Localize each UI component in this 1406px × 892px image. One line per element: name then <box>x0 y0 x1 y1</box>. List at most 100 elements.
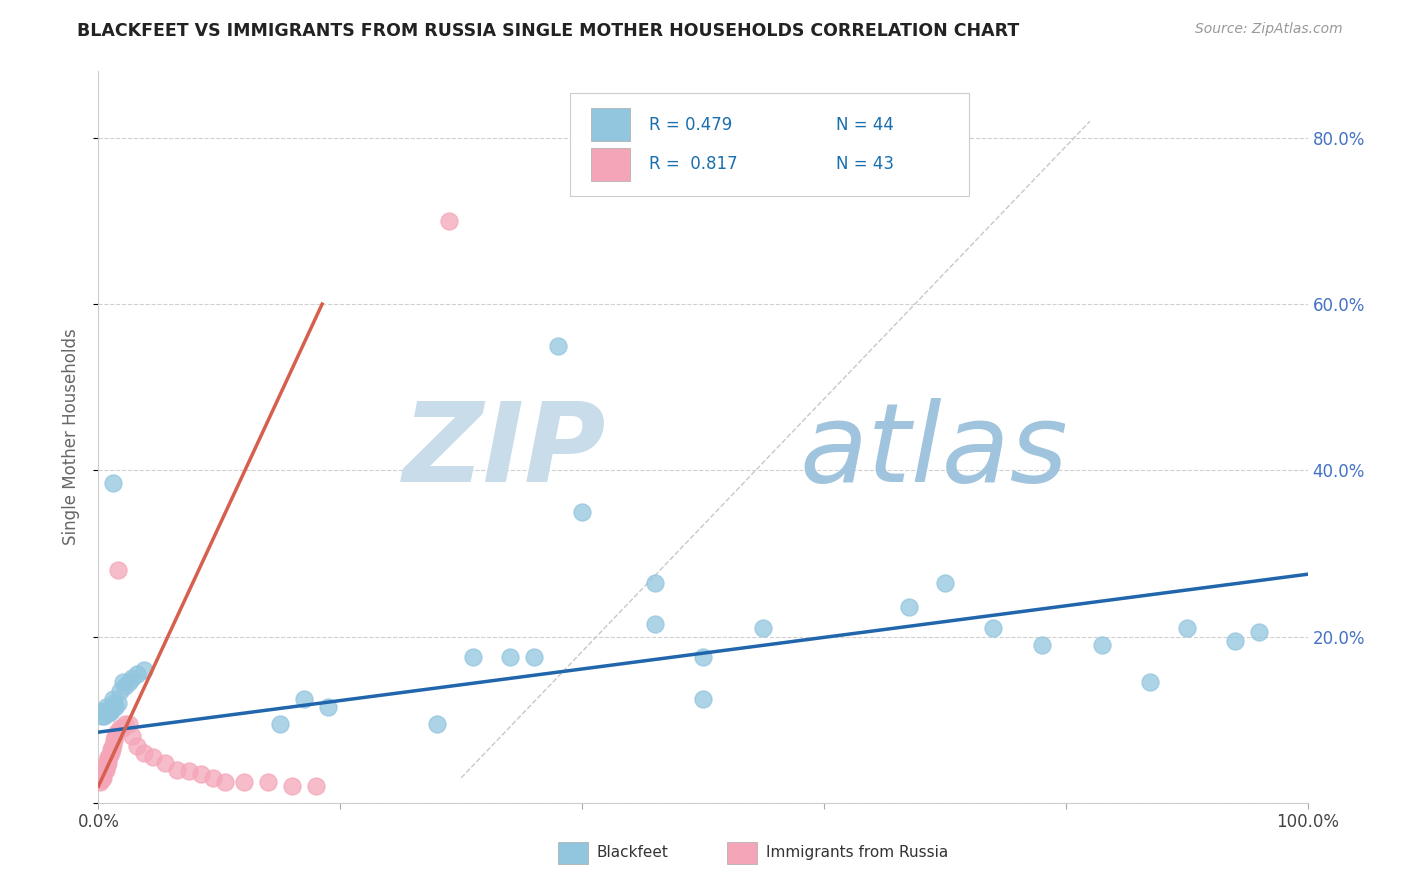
Point <box>498 650 520 665</box>
Point <box>100 705 122 719</box>
Point <box>114 680 136 694</box>
Point <box>127 667 149 681</box>
Point <box>281 779 304 793</box>
Point <box>105 725 128 739</box>
FancyBboxPatch shape <box>569 94 969 195</box>
Point <box>202 771 225 785</box>
Point <box>93 761 115 775</box>
Point <box>93 708 115 723</box>
Point <box>96 754 118 768</box>
Point <box>292 692 315 706</box>
Point <box>97 703 120 717</box>
Point <box>571 505 593 519</box>
Point <box>100 741 122 756</box>
Point <box>100 741 122 756</box>
Point <box>214 775 236 789</box>
Point <box>547 338 569 352</box>
Point <box>692 650 714 665</box>
Point <box>96 706 118 720</box>
Point <box>107 563 129 577</box>
Point <box>111 721 134 735</box>
Point <box>153 756 176 770</box>
Point <box>91 766 114 780</box>
Point <box>897 600 920 615</box>
Point <box>692 692 714 706</box>
Point <box>94 700 117 714</box>
Text: atlas: atlas <box>800 398 1069 505</box>
Point <box>107 696 129 710</box>
Point <box>121 671 143 685</box>
Point <box>121 729 143 743</box>
Point <box>118 716 141 731</box>
Text: N = 44: N = 44 <box>837 116 894 134</box>
Point <box>134 746 156 760</box>
Point <box>134 663 156 677</box>
Point <box>108 721 131 735</box>
Point <box>437 214 460 228</box>
Text: Source: ZipAtlas.com: Source: ZipAtlas.com <box>1195 22 1343 37</box>
Text: ZIP: ZIP <box>402 398 606 505</box>
Point <box>97 750 120 764</box>
Text: BLACKFEET VS IMMIGRANTS FROM RUSSIA SINGLE MOTHER HOUSEHOLDS CORRELATION CHART: BLACKFEET VS IMMIGRANTS FROM RUSSIA SING… <box>77 22 1019 40</box>
Text: Immigrants from Russia: Immigrants from Russia <box>766 845 948 860</box>
Point <box>316 700 339 714</box>
Point <box>426 716 449 731</box>
Point <box>100 700 122 714</box>
Point <box>1139 675 1161 690</box>
Point <box>111 675 134 690</box>
Point <box>118 675 141 690</box>
Point <box>179 764 201 779</box>
Point <box>644 617 666 632</box>
Point <box>101 738 124 752</box>
Point <box>91 771 114 785</box>
Point <box>142 750 165 764</box>
Point <box>98 706 121 720</box>
Text: N = 43: N = 43 <box>837 155 894 173</box>
Text: R =  0.817: R = 0.817 <box>648 155 737 173</box>
Bar <box>591 108 630 141</box>
Point <box>100 746 122 760</box>
Point <box>1175 621 1198 635</box>
Point <box>1223 633 1246 648</box>
Point <box>190 766 212 780</box>
Text: Blackfeet: Blackfeet <box>596 845 668 860</box>
Point <box>127 739 149 754</box>
Point <box>96 758 118 772</box>
Point <box>93 764 115 779</box>
Point <box>97 756 120 770</box>
Point <box>981 621 1004 635</box>
Point <box>934 575 956 590</box>
Point <box>269 716 291 731</box>
Bar <box>727 841 758 863</box>
Point <box>91 763 114 777</box>
Point <box>114 716 136 731</box>
Point <box>101 475 124 490</box>
Point <box>256 775 278 789</box>
Point <box>104 729 127 743</box>
Point <box>752 621 775 635</box>
Point <box>91 705 114 719</box>
Point <box>1091 638 1114 652</box>
Point <box>103 696 125 710</box>
Bar <box>591 148 630 181</box>
Point <box>1031 638 1053 652</box>
Point <box>1249 625 1271 640</box>
Point <box>104 700 127 714</box>
Point <box>91 766 114 780</box>
Point <box>94 758 117 772</box>
Point <box>90 772 112 787</box>
Point <box>108 683 131 698</box>
Point <box>523 650 546 665</box>
Point <box>644 575 666 590</box>
Text: R = 0.479: R = 0.479 <box>648 116 733 134</box>
Point <box>166 763 188 777</box>
Point <box>89 775 111 789</box>
Y-axis label: Single Mother Households: Single Mother Households <box>62 329 80 545</box>
Point <box>91 708 114 723</box>
Point <box>232 775 254 789</box>
Point <box>94 763 117 777</box>
Point <box>463 650 485 665</box>
Point <box>101 692 124 706</box>
Point <box>103 733 125 747</box>
Point <box>90 769 112 783</box>
